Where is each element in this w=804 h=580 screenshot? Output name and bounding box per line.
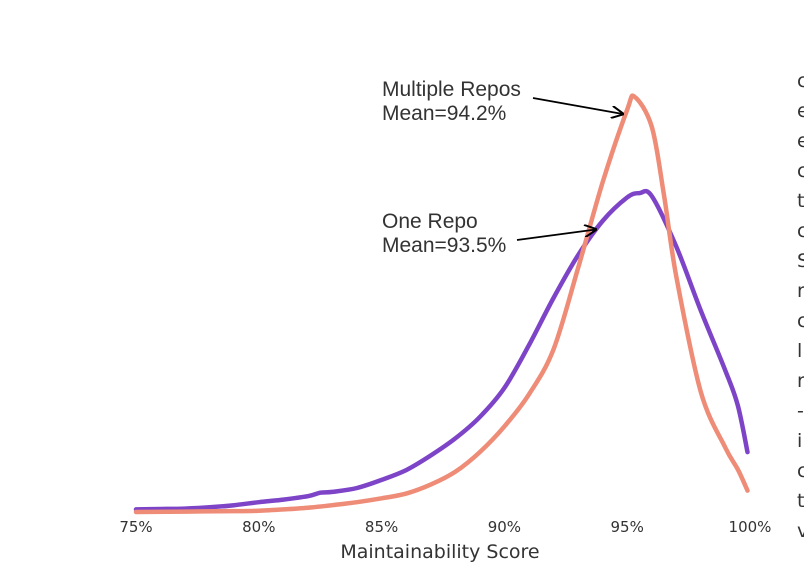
x-axis: 75% 80% 85% 90% 95% 100%: [119, 518, 771, 536]
annotation-text: Multiple Repos: [382, 78, 521, 101]
one-repo-density-line: [133, 188, 750, 512]
annotation-text: One Repo: [382, 210, 478, 233]
side-text-fragment: S: [797, 250, 804, 272]
annotation-arrow: [532, 97, 623, 114]
side-text-fragment: -: [797, 400, 804, 422]
multiple-repos-density-line: [133, 93, 750, 515]
x-axis-title: Maintainability Score: [340, 541, 539, 563]
side-text-fragment: e: [797, 130, 804, 152]
side-text-fragment: c: [797, 460, 804, 482]
side-text-fragment: r: [797, 280, 804, 302]
plot-area: [133, 93, 750, 515]
x-tick-label: 95%: [611, 518, 644, 536]
side-text-fragment: c: [797, 160, 804, 182]
side-text-fragment: r: [797, 370, 804, 392]
side-text-fragment: e: [797, 100, 804, 122]
side-text-fragment: l: [797, 340, 803, 362]
side-text-fragment: t: [797, 190, 804, 212]
x-tick-label: 90%: [488, 518, 521, 536]
x-tick-label: 75%: [119, 518, 152, 536]
x-tick-label: 100%: [729, 518, 772, 536]
side-text-fragment: i: [797, 430, 803, 452]
annotation-text: Mean=94.2%: [382, 102, 506, 125]
annotation-text: Mean=93.5%: [382, 234, 506, 257]
side-text-fragment: c: [797, 70, 804, 92]
x-tick-label: 85%: [365, 518, 398, 536]
annotation-arrow: [516, 230, 596, 241]
side-text-fragment: t: [797, 490, 804, 512]
x-tick-label: 80%: [242, 518, 275, 536]
side-text-fragment: c: [797, 310, 804, 332]
side-text-fragment: v: [797, 520, 804, 542]
side-text-fragment: c: [797, 220, 804, 242]
